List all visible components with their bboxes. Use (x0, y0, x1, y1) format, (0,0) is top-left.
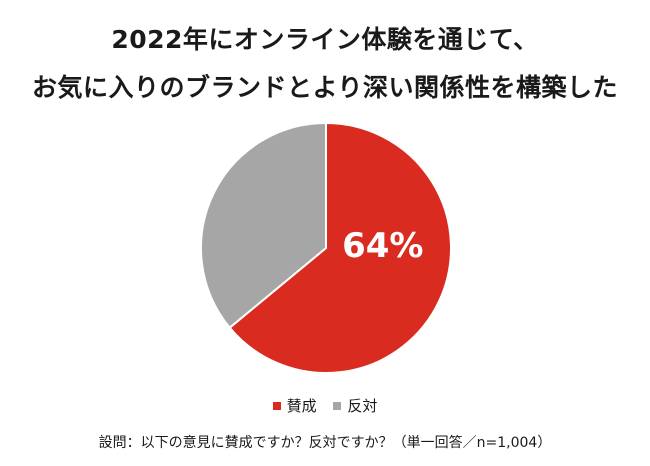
chart-title-line-1: 2022年にオンライン体験を通じて、 (111, 25, 539, 54)
legend-item-disagree: 反対 (333, 395, 377, 416)
legend-swatch-agree (272, 401, 281, 410)
survey-footnote: 設問：以下の意見に賛成ですか？反対ですか？（単一回答／n=1,004） (98, 435, 552, 451)
legend: 賛成 反対 (0, 395, 650, 416)
legend-label-disagree: 反対 (347, 397, 378, 415)
legend-label-agree: 賛成 (286, 397, 317, 415)
legend-item-agree: 賛成 (272, 395, 317, 416)
chart-title-line-2: お気に入りのブランドとより深い関係性を構築した (31, 73, 618, 102)
legend-swatch-disagree (333, 401, 342, 410)
pie-data-label-agree: 64% (342, 226, 423, 266)
pie-slice-disagree (200, 121, 327, 330)
pie-slice-agree (228, 121, 452, 374)
